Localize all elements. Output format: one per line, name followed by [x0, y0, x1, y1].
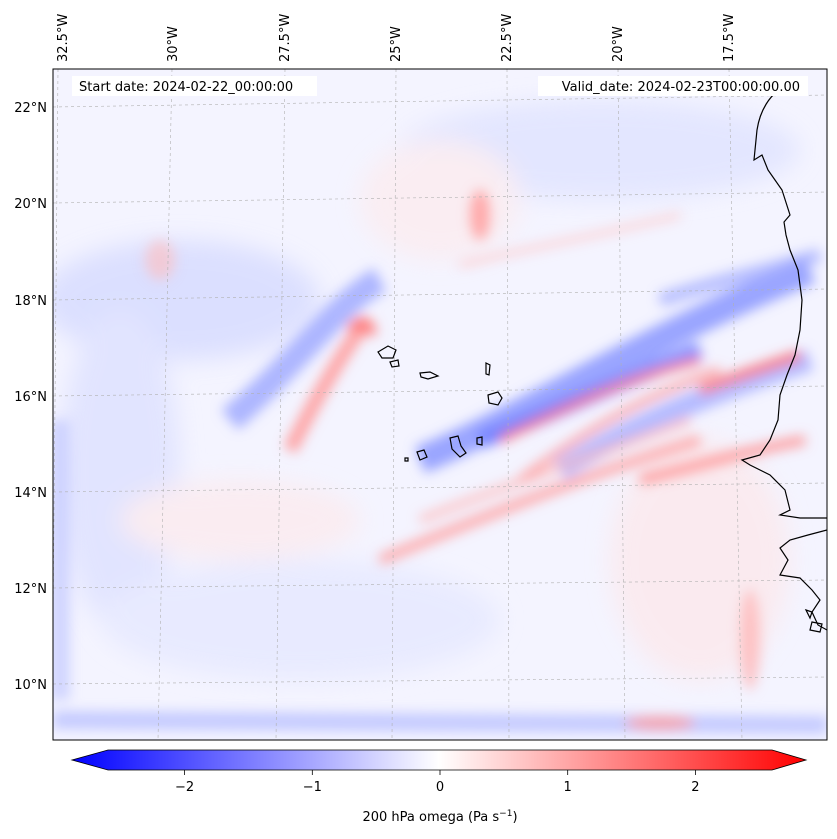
colorbar-tick-label: −1 — [303, 780, 322, 795]
omega-field — [53, 69, 827, 740]
graticule — [53, 69, 827, 740]
colorbar-tick-label: 1 — [564, 780, 572, 795]
lon-label: 27.5°W — [278, 14, 293, 62]
lat-label: 20°N — [14, 197, 47, 212]
valid-date-label: Valid_date: 2024-02-23T00:00:00.00 — [562, 80, 800, 95]
islet-1 — [804, 608, 813, 620]
lat-label: 16°N — [14, 390, 47, 405]
colorbar-tick-label: 2 — [691, 780, 699, 795]
lon-label: 20°W — [611, 26, 626, 62]
colorbar: −2 −1 0 1 2 200 hPa omega (Pa s−1) — [70, 749, 808, 825]
island-sao-nicolau — [419, 371, 440, 380]
island-sao-vicente — [389, 359, 400, 368]
island-boa-vista — [487, 391, 503, 406]
island-brava — [404, 457, 409, 462]
start-date-box — [72, 76, 317, 96]
colorbar-label: 200 hPa omega (Pa s−1) — [362, 809, 517, 825]
islet-2 — [809, 621, 823, 633]
lon-label: 32.5°W — [56, 14, 71, 62]
lat-label: 12°N — [14, 582, 47, 597]
lat-label: 14°N — [14, 486, 47, 501]
valid-date-box — [538, 76, 808, 96]
island-santo-antao — [377, 345, 397, 359]
colorbar-tick-label: −2 — [175, 780, 194, 795]
island-santiago — [449, 435, 467, 458]
lon-label: 17.5°W — [722, 14, 737, 62]
colorbar-ticks: −2 −1 0 1 2 — [175, 770, 700, 795]
lat-label: 10°N — [14, 678, 47, 693]
island-fogo — [416, 449, 428, 461]
african-coast — [740, 87, 827, 519]
lon-label: 30°W — [166, 26, 181, 62]
map-frame — [52, 68, 828, 741]
colorbar-label-main: 200 hPa omega (Pa s — [362, 810, 499, 825]
lon-label: 25°W — [389, 26, 404, 62]
colorbar-label-unit-exponent: −1 — [499, 809, 512, 819]
coast-south — [779, 529, 827, 631]
colorbar-tick-label: 0 — [436, 780, 444, 795]
lon-label: 22.5°W — [500, 14, 515, 62]
island-maio — [476, 436, 483, 446]
lat-label: 18°N — [14, 294, 47, 309]
colorbar-label-close: ) — [512, 810, 517, 825]
start-date-label: Start date: 2024-02-22_00:00:00 — [79, 80, 293, 95]
coastlines — [377, 87, 827, 633]
colorbar-body — [70, 749, 808, 771]
lat-labels: 22°N 20°N 18°N 16°N 14°N 12°N 10°N — [14, 101, 47, 693]
island-sal — [485, 362, 491, 376]
lat-label: 22°N — [14, 101, 47, 116]
lon-labels: 32.5°W 30°W 27.5°W 25°W 22.5°W 20°W 17.5… — [56, 14, 737, 62]
